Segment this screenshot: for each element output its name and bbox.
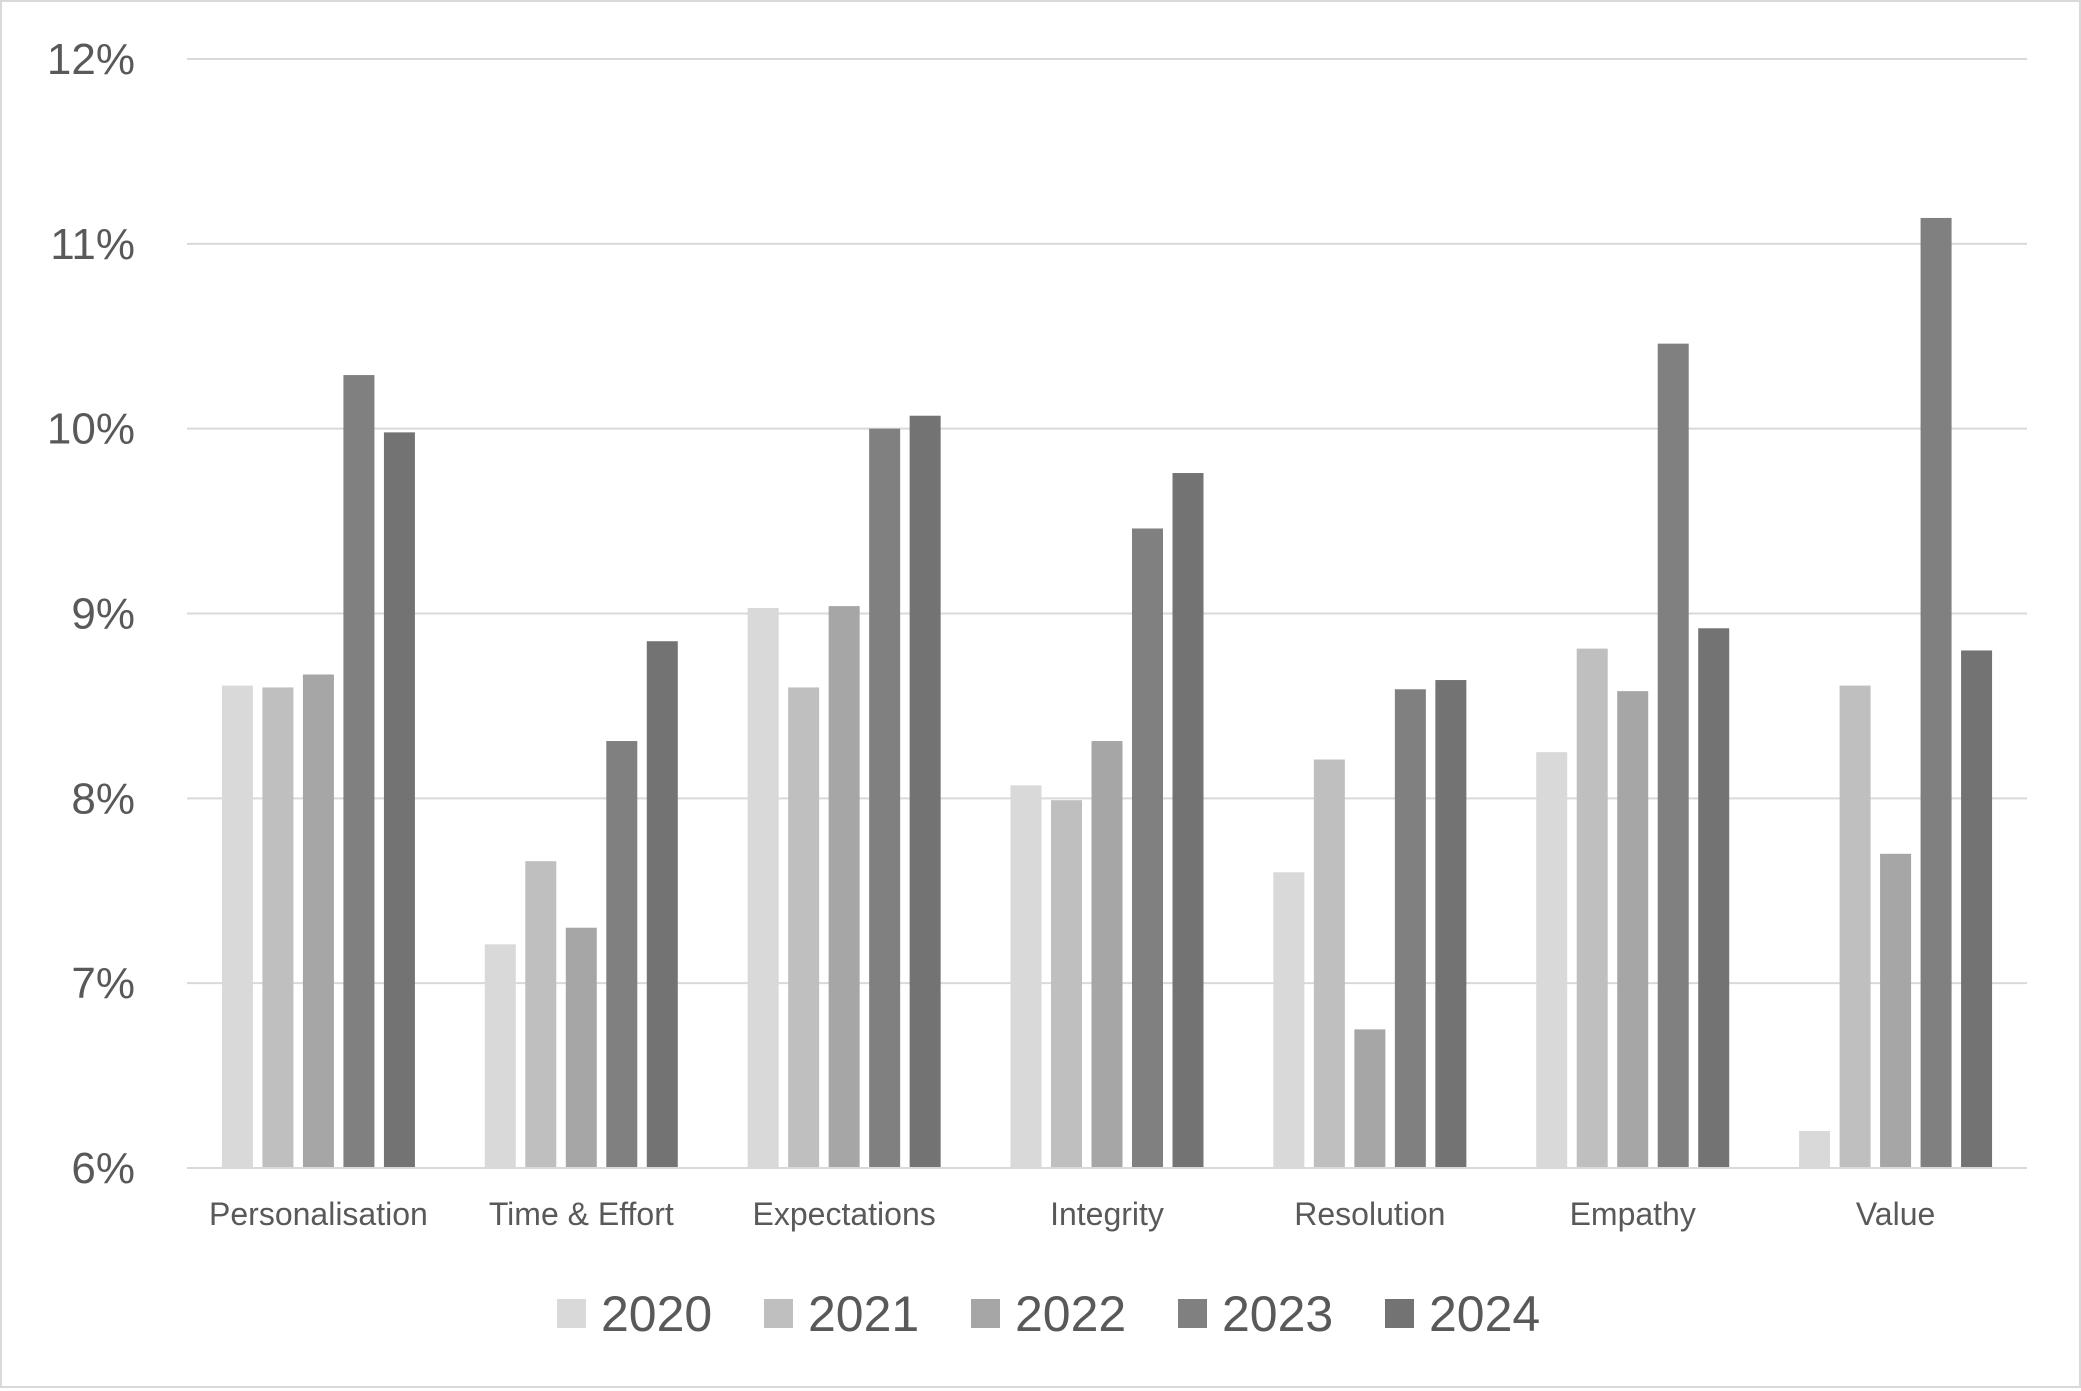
legend-swatch-2021 [764,1299,793,1328]
bar-2021-integrity [1051,800,1082,1168]
bar-2023-personalisation [343,375,375,1168]
bar-2024-value [1961,650,1993,1168]
y-tick-label: 11% [50,220,135,269]
bar-2021-expectations [788,687,820,1168]
legend-swatch-2024 [1385,1299,1414,1328]
bar-2024-time-effort [646,641,678,1168]
bars [221,217,1993,1169]
legend-label-2020: 2020 [601,1286,712,1342]
bar-2023-time-effort [606,741,638,1168]
bar-2023-resolution [1394,689,1426,1168]
bar-2022-expectations [828,606,860,1168]
x-category-label: Time & Effort [489,1196,674,1232]
bar-2024-resolution [1435,680,1467,1168]
x-category-label: Empathy [1570,1196,1696,1232]
bar-2020-empathy [1536,752,1568,1168]
legend-label-2022: 2022 [1015,1286,1126,1342]
bar-2023-empathy [1657,343,1689,1169]
legend-label-2021: 2021 [808,1286,919,1342]
x-axis-category-labels: Personalisation Time & Effort Expectations… [209,1196,1935,1232]
bar-2021-time-effort [525,861,557,1168]
y-tick-label: 12% [47,35,135,84]
bar-2022-value [1880,853,1912,1168]
bar-2021-resolution [1313,759,1345,1168]
legend-label-2023: 2023 [1222,1286,1333,1342]
bar-2023-expectations [869,428,901,1169]
y-axis-tick-labels: 6% 7% 8% 9% 10% 11% 12% [47,35,135,1193]
legend-swatch-2020 [557,1299,586,1328]
bar-2022-empathy [1617,691,1649,1168]
bar-2023-integrity [1132,528,1163,1168]
bar-2024-expectations [909,415,941,1168]
x-category-label: Expectations [753,1196,936,1232]
bar-2024-personalisation [383,432,415,1168]
legend-swatch-2022 [971,1299,1000,1328]
bar-2021-empathy [1576,648,1608,1168]
legend-swatch-2023 [1178,1299,1207,1328]
bar-2022-time-effort [565,927,597,1168]
y-tick-label: 9% [71,590,135,639]
bar-2020-resolution [1273,872,1305,1168]
x-category-label: Integrity [1050,1196,1164,1232]
bar-2021-value [1839,685,1871,1168]
bar-2022-personalisation [302,674,334,1168]
bar-2022-integrity [1091,741,1123,1168]
bar-2022-resolution [1354,1029,1386,1168]
y-tick-label: 7% [71,959,135,1008]
y-tick-label: 6% [71,1144,135,1193]
bar-2020-integrity [1010,785,1042,1168]
bar-2021-personalisation [262,687,294,1168]
y-tick-label: 8% [71,774,135,823]
x-category-label: Resolution [1294,1196,1445,1232]
bar-2024-integrity [1172,473,1204,1168]
x-category-label: Personalisation [209,1196,428,1232]
bar-2023-value [1920,217,1952,1168]
bar-2020-expectations [747,607,779,1168]
bar-2024-empathy [1698,628,1730,1168]
bar-2020-value [1799,1131,1831,1168]
legend: 2020 2021 2022 2023 2024 [557,1286,1540,1342]
bar-2020-time-effort [484,944,516,1168]
legend-label-2024: 2024 [1429,1286,1540,1342]
x-category-label: Value [1856,1196,1935,1232]
bar-2020-personalisation [221,685,253,1168]
y-tick-label: 10% [47,405,135,454]
